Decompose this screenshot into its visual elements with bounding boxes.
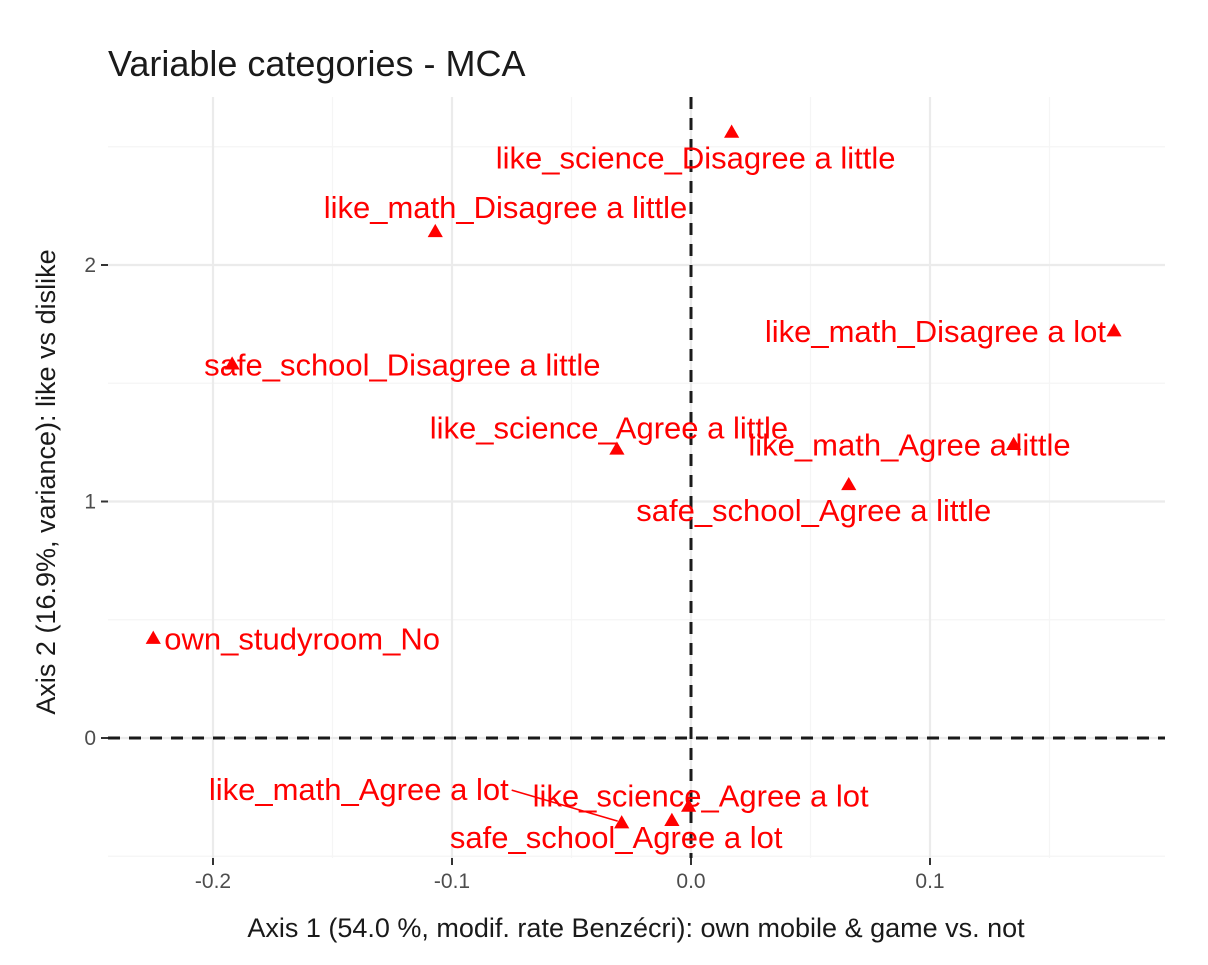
- data-point-marker: [224, 356, 240, 370]
- x-axis-title: Axis 1 (54.0 %, modif. rate Benzécri): o…: [247, 913, 1025, 943]
- x-tick-label: -0.2: [195, 870, 231, 893]
- y-tick-label: 1: [84, 491, 96, 514]
- point-labels: like_science_Disagree a little like_math_…: [164, 141, 1106, 855]
- point-label: like_math_Disagree a little: [324, 190, 688, 225]
- data-point-marker: [427, 223, 443, 238]
- y-axis-title: Axis 2 (16.9%, variance): like vs dislik…: [31, 249, 61, 714]
- data-point-marker: [609, 441, 625, 455]
- data-point-marker: [145, 630, 161, 644]
- point-label: like_math_Agree a lot: [209, 772, 509, 807]
- point-label: own_studyroom_No: [164, 622, 440, 657]
- x-tick-label: 0.0: [676, 870, 705, 893]
- point-label: like_science_Disagree a little: [496, 141, 896, 176]
- data-point-marker: [614, 815, 630, 829]
- point-label: like_math_Disagree a lot: [765, 314, 1107, 349]
- y-tick-label: 0: [84, 727, 96, 750]
- data-point-marker: [841, 476, 857, 491]
- axis-ticks: -0.2 -0.1 0.0 0.1 0 1 2: [84, 254, 944, 893]
- x-tick-label: 0.1: [915, 870, 944, 893]
- data-points: [145, 124, 1122, 829]
- reference-lines: [108, 97, 1165, 858]
- point-label: safe_school_Agree a little: [636, 493, 991, 528]
- point-label: safe_school_Agree a lot: [450, 820, 783, 855]
- point-label: safe_school_Disagree a little: [204, 347, 600, 382]
- point-label: like_science_Agree a little: [430, 410, 788, 445]
- chart-title: Variable categories - MCA: [108, 43, 526, 84]
- y-tick-label: 2: [84, 254, 96, 277]
- data-point-marker: [1106, 323, 1122, 337]
- x-tick-label: -0.1: [434, 870, 470, 893]
- point-label: like_science_Agree a lot: [533, 779, 869, 814]
- data-point-marker: [724, 124, 740, 138]
- point-label: like_math_Agree a little: [748, 428, 1070, 463]
- data-point-marker: [1006, 436, 1022, 450]
- label-connector-line: [511, 789, 618, 822]
- data-point-marker: [681, 798, 697, 812]
- data-point-marker: [664, 812, 680, 826]
